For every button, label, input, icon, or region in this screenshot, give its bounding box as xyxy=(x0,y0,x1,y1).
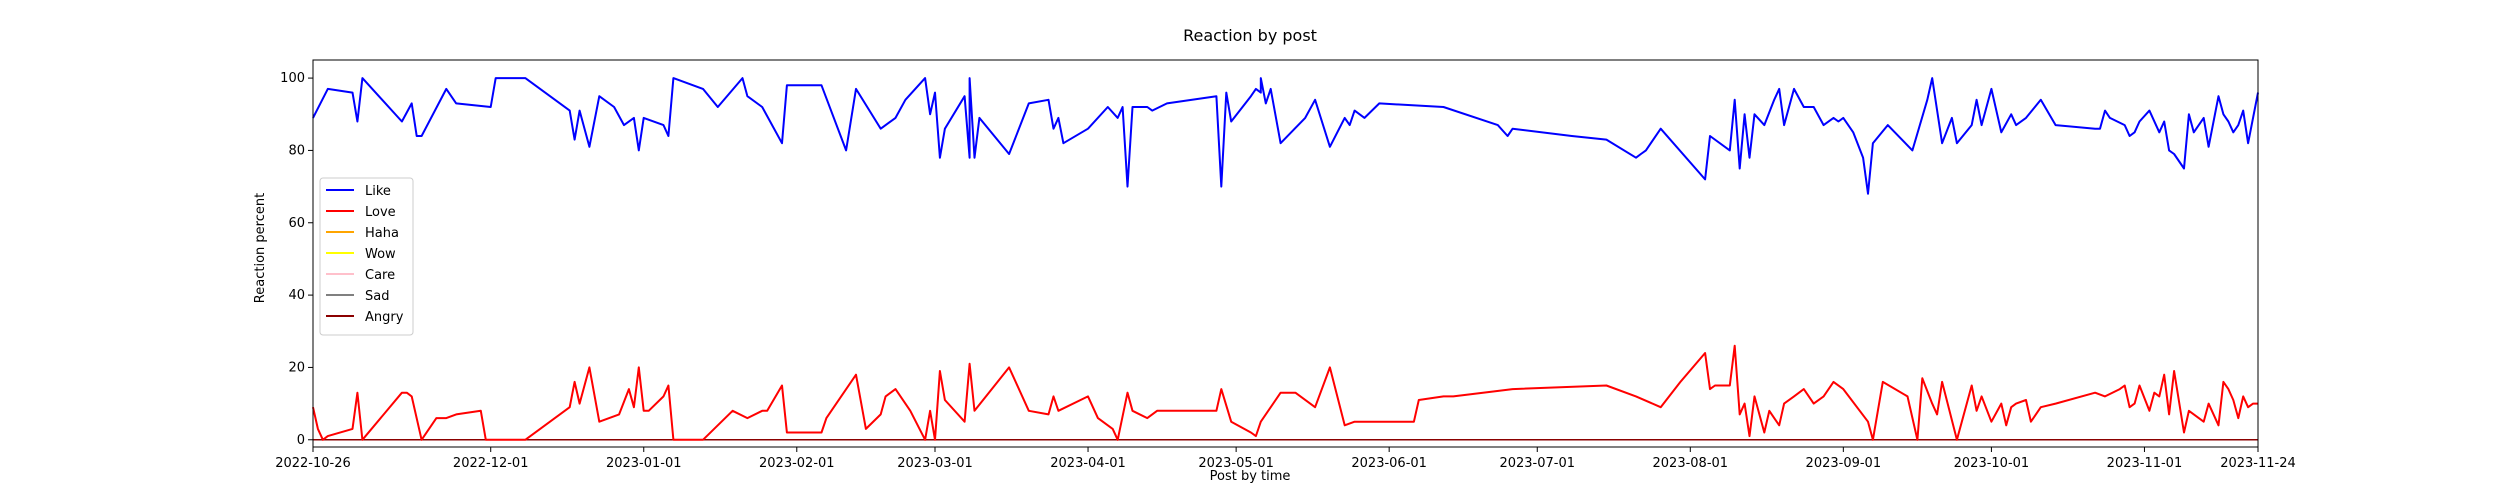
x-tick-label: 2022-12-01 xyxy=(453,456,529,471)
chart-title: Reaction by post xyxy=(1183,26,1317,45)
plot-frame xyxy=(312,59,2259,448)
x-tick-label: 2023-09-01 xyxy=(1806,456,1882,471)
x-tick-label: 2023-11-01 xyxy=(2107,456,2183,471)
x-tick-label: 2023-03-01 xyxy=(897,456,973,471)
legend-label-angry: Angry xyxy=(365,310,404,325)
series-line-love xyxy=(312,344,2258,441)
x-tick-label: 2023-11-24 xyxy=(2220,456,2296,471)
legend-label-like: Like xyxy=(365,184,391,199)
x-tick-label: 2023-04-01 xyxy=(1050,456,1126,471)
x-tick-label: 2023-07-01 xyxy=(1499,456,1575,471)
x-tick-label: 2023-05-01 xyxy=(1198,456,1274,471)
legend-label-sad: Sad xyxy=(365,289,389,304)
legend-label-wow: Wow xyxy=(365,247,396,262)
legend-label-care: Care xyxy=(365,268,395,283)
y-axis-label: Reaction percent xyxy=(253,193,268,303)
y-tick-label: 100 xyxy=(280,71,305,86)
y-tick-label: 80 xyxy=(288,143,305,158)
x-tick-label: 2023-10-01 xyxy=(1954,456,2030,471)
legend: Like Love Haha Wow Care Sad Angry xyxy=(319,177,414,336)
axes-layer: 2022-10-26 2022-12-01 2023-01-01 2023-02-01… xyxy=(275,59,2296,471)
x-tick-label: 2023-02-01 xyxy=(759,456,835,471)
x-tick-label: 2022-10-26 xyxy=(275,456,351,471)
y-tick-label: 40 xyxy=(288,288,305,303)
legend-label-haha: Haha xyxy=(365,226,399,241)
series-layer xyxy=(312,77,2259,441)
x-tick-label: 2023-01-01 xyxy=(606,456,682,471)
y-tick-label: 20 xyxy=(288,360,305,375)
y-tick-label: 60 xyxy=(288,216,305,231)
y-tick-label: 0 xyxy=(297,433,305,448)
x-tick-label: 2023-06-01 xyxy=(1351,456,1427,471)
series-line-like xyxy=(312,77,2259,195)
x-tick-label: 2023-08-01 xyxy=(1653,456,1729,471)
legend-label-love: Love xyxy=(365,205,396,220)
x-axis-label: Post by time xyxy=(1210,469,1291,484)
